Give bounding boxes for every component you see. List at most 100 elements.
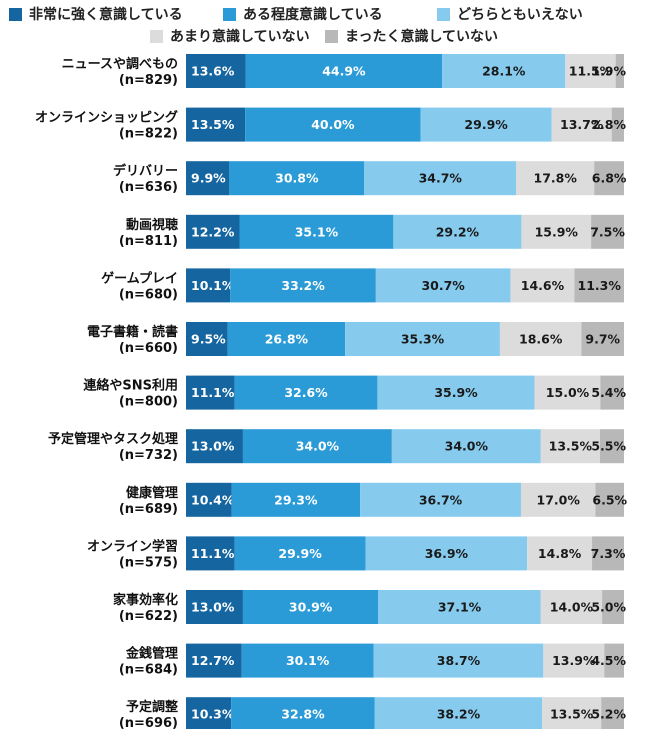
- value-label-5-2: 35.3%: [401, 332, 445, 347]
- bar-segment-2-4: [594, 161, 624, 196]
- value-label-11-1: 30.1%: [286, 653, 330, 668]
- value-label-9-3: 14.8%: [538, 546, 582, 561]
- category-label-8-1: (n=689): [119, 502, 178, 517]
- legend-item-3: あまり意識していない: [150, 26, 310, 46]
- value-label-4-3: 14.6%: [521, 278, 565, 293]
- bar-segment-3-3: [521, 214, 592, 249]
- legend-label-3: あまり意識していない: [170, 29, 310, 45]
- value-label-2-3: 17.8%: [534, 171, 578, 186]
- legend-label-2: どちらともいえない: [457, 7, 583, 23]
- category-label-2-0: デリバリー: [113, 163, 178, 179]
- bar-segment-4-3: [510, 268, 575, 303]
- value-label-8-3: 17.0%: [537, 492, 581, 507]
- bar-segment-11-2: [373, 643, 544, 678]
- value-label-4-2: 30.7%: [421, 278, 465, 293]
- bar-segment-3-2: [393, 214, 522, 249]
- category-label-12-1: (n=696): [119, 716, 178, 729]
- bar-segment-6-1: [234, 375, 378, 410]
- bar-segment-2-0: [186, 161, 230, 196]
- value-label-5-1: 26.8%: [265, 332, 309, 347]
- bar-segment-8-1: [231, 482, 361, 517]
- category-label-10-0: 家事効率化: [113, 592, 178, 608]
- bar-segment-12-1: [231, 697, 375, 729]
- bar-segment-1-4: [611, 107, 624, 142]
- value-label-7-2: 34.0%: [445, 439, 489, 454]
- value-label-6-3: 15.0%: [546, 385, 590, 400]
- bar-segment-7-1: [242, 429, 392, 464]
- category-label-2-1: (n=636): [119, 180, 178, 195]
- bar-segment-6-3: [534, 375, 601, 410]
- bar-segment-10-1: [242, 590, 379, 624]
- bar-segment-12-2: [374, 697, 543, 729]
- bar-segment-9-4: [592, 536, 624, 571]
- value-label-9-1: 29.9%: [278, 546, 322, 561]
- value-label-12-3: 13.5%: [550, 707, 594, 722]
- bar-segment-4-2: [375, 268, 511, 303]
- bar-segment-9-0: [186, 536, 235, 571]
- value-label-1-2: 29.9%: [464, 117, 508, 132]
- value-label-7-0: 13.0%: [191, 439, 235, 454]
- bar-segment-12-3: [542, 697, 602, 729]
- legend-item-1: ある程度意識している: [223, 4, 383, 24]
- value-label-11-0: 12.7%: [191, 653, 235, 668]
- bar-segment-11-1: [241, 643, 374, 678]
- bar-segment-0-1: [245, 54, 443, 88]
- value-label-6-1: 32.6%: [284, 385, 328, 400]
- value-label-3-2: 29.2%: [436, 224, 480, 239]
- bar-segment-10-4: [602, 590, 624, 624]
- category-label-1-0: オンラインショッピング: [35, 110, 178, 126]
- value-label-5-0: 9.5%: [191, 332, 226, 347]
- bar-segment-0-2: [442, 54, 566, 88]
- legend-item-4: まったく意識していない: [325, 26, 498, 46]
- bar-segment-7-3: [540, 429, 600, 464]
- category-label-3-0: 動画視聴: [126, 217, 178, 233]
- value-label-2-4: 6.8%: [592, 171, 627, 186]
- legend-label-0: 非常に強く意識している: [29, 7, 183, 23]
- bar-segment-7-0: [186, 429, 243, 464]
- category-label-8-0: 健康管理: [126, 485, 178, 501]
- value-label-10-0: 13.0%: [191, 600, 235, 615]
- value-label-7-3: 13.5%: [549, 439, 593, 454]
- bar-segment-1-2: [420, 107, 552, 142]
- bar-segment-5-1: [227, 322, 346, 356]
- category-label-1-1: (n=822): [119, 127, 178, 142]
- legend-item-2: どちらともいえない: [437, 4, 583, 24]
- category-label-6-1: (n=800): [119, 395, 178, 410]
- value-label-4-0: 10.1%: [191, 278, 235, 293]
- category-label-5-1: (n=660): [119, 341, 178, 356]
- bar-segment-9-2: [365, 536, 528, 571]
- value-label-9-4: 7.3%: [591, 546, 626, 561]
- value-label-3-1: 35.1%: [295, 224, 339, 239]
- value-label-10-3: 14.0%: [550, 600, 594, 615]
- legend-label-4: まったく意識していない: [345, 29, 499, 45]
- value-label-12-4: 5.2%: [591, 707, 626, 722]
- value-label-10-2: 37.1%: [438, 600, 482, 615]
- value-label-8-1: 29.3%: [274, 492, 318, 507]
- value-label-1-3: 13.7%: [560, 117, 604, 132]
- value-label-4-4: 11.3%: [578, 278, 622, 293]
- legend-swatch-0: [9, 7, 22, 21]
- category-label-12-0: 予定調整: [126, 699, 179, 715]
- value-label-3-0: 12.2%: [191, 224, 235, 239]
- category-label-9-0: オンライン学習: [87, 538, 178, 554]
- category-label-11-0: 金銭管理: [125, 646, 178, 662]
- category-label-5-0: 電子書籍・読書: [87, 324, 178, 340]
- value-label-0-4: 1.9%: [591, 64, 626, 79]
- legend-swatch-1: [223, 7, 236, 21]
- value-label-11-4: 4.5%: [591, 653, 626, 668]
- category-label-10-1: (n=622): [119, 609, 178, 624]
- value-label-2-0: 9.9%: [191, 171, 226, 186]
- legend-swatch-4: [325, 29, 338, 43]
- value-label-5-3: 18.6%: [519, 332, 563, 347]
- bar-segment-3-0: [186, 214, 240, 249]
- value-label-3-4: 7.5%: [590, 224, 625, 239]
- bar-segment-11-3: [543, 643, 605, 678]
- bar-segment-5-4: [581, 322, 624, 356]
- bar-segment-4-1: [230, 268, 376, 303]
- bar-segment-8-3: [520, 482, 596, 517]
- bar-segment-10-3: [540, 590, 603, 624]
- bar-segment-7-2: [391, 429, 541, 464]
- category-label-11-1: (n=684): [119, 663, 178, 678]
- bar-segment-6-2: [377, 375, 535, 410]
- category-label-7-0: 予定管理やタスク処理: [48, 431, 178, 447]
